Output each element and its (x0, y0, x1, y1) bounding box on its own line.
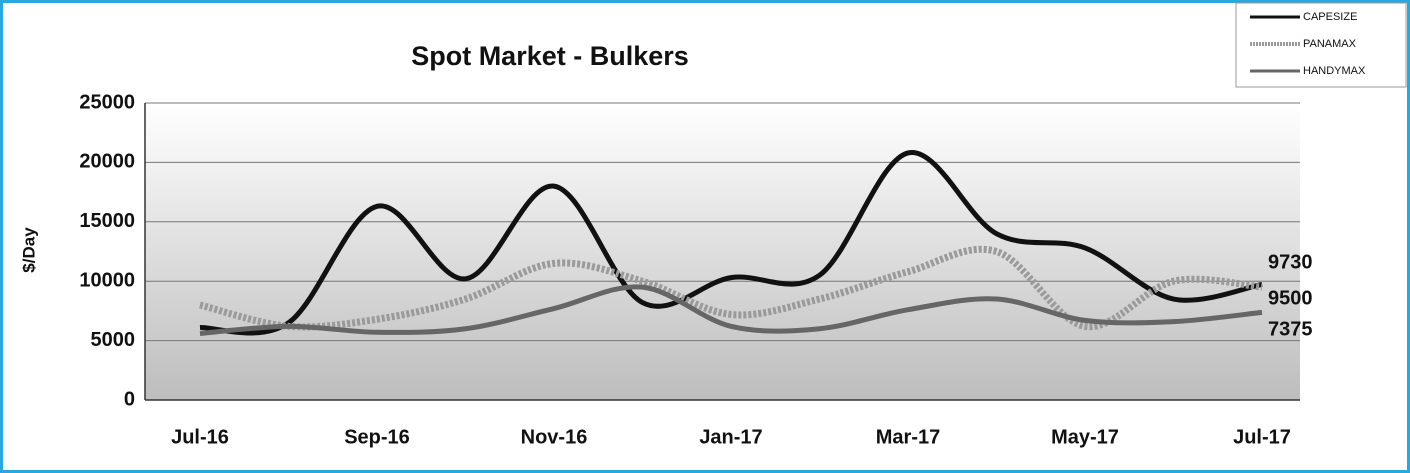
chart-title: Spot Market - Bulkers (411, 41, 689, 71)
legend-label: PANAMAX (1303, 38, 1357, 50)
x-tick-label: Mar-17 (876, 426, 940, 448)
y-tick-label: 15000 (79, 210, 135, 232)
value-label: 9500 (1268, 287, 1313, 309)
series-line (199, 284, 1263, 336)
x-tick-label: Jan-17 (699, 426, 762, 448)
y-axis-label: $/Day (19, 227, 38, 273)
x-tick-label: Jul-17 (1233, 426, 1291, 448)
x-tick-label: Nov-16 (521, 426, 588, 448)
plot-area (145, 103, 1300, 400)
y-tick-label: 20000 (79, 151, 135, 173)
series-line (199, 245, 1263, 331)
legend-label: CAPESIZE (1303, 11, 1357, 23)
y-tick-label: 25000 (79, 91, 135, 113)
series-line (199, 150, 1263, 336)
x-tick-label: Sep-16 (344, 426, 410, 448)
y-tick-label: 10000 (79, 269, 135, 291)
value-label: 7375 (1268, 318, 1313, 340)
legend-label: HANDYMAX (1303, 65, 1366, 77)
y-tick-label: 5000 (91, 329, 136, 351)
x-tick-label: Jul-16 (171, 426, 229, 448)
x-tick-label: May-17 (1051, 426, 1119, 448)
y-tick-label: 0 (124, 388, 135, 410)
value-label: 9730 (1268, 251, 1313, 273)
